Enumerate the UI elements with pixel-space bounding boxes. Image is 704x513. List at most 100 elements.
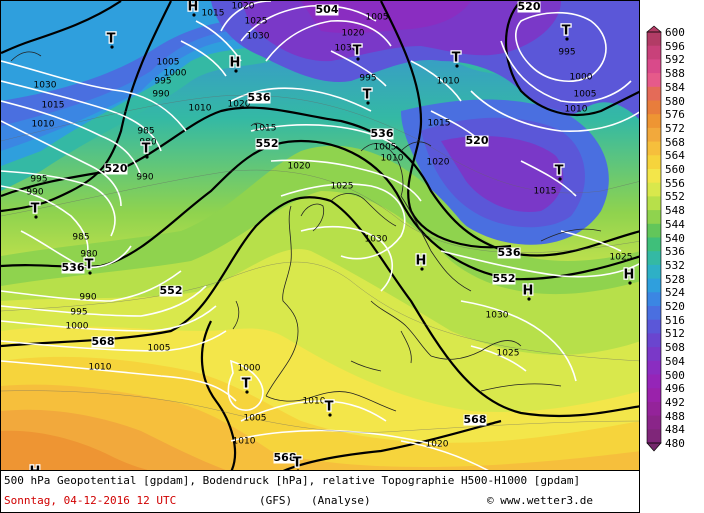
legend-label: 512 [665, 327, 685, 341]
legend-label: 532 [665, 258, 685, 272]
footer-info-line: Sonntag, 04-12-2016 12 UTC (GFS) (Analys… [4, 494, 634, 507]
geopotential-label: 520 [465, 134, 489, 147]
svg-text:995: 995 [359, 74, 376, 84]
isobar-label: 1030 [486, 311, 509, 321]
legend-swatch [647, 401, 661, 417]
svg-text:1030: 1030 [34, 81, 57, 91]
svg-text:552: 552 [160, 284, 183, 297]
low-pressure-center: T [323, 398, 335, 417]
svg-text:990: 990 [152, 90, 169, 100]
legend-label: 580 [665, 94, 685, 108]
legend-swatch [647, 264, 661, 280]
isobar-label: 995 [154, 77, 171, 87]
svg-text:T: T [107, 32, 116, 47]
svg-text:T: T [452, 51, 461, 66]
low-pressure-center: T [553, 162, 565, 181]
geopotential-label: 520 [517, 1, 541, 13]
legend-label: 592 [665, 53, 685, 67]
legend-swatch [647, 86, 661, 101]
svg-text:H: H [523, 284, 534, 299]
svg-text:1020: 1020 [427, 158, 450, 168]
svg-text:520: 520 [466, 134, 489, 147]
low-pressure-center: T [140, 140, 152, 159]
svg-text:T: T [353, 44, 362, 59]
copyright-link[interactable]: © www.wetter3.de [487, 494, 593, 507]
svg-text:1020: 1020 [232, 2, 255, 12]
height-labels: 504 520 536 552 536 520 520 536 552 536 552 568 568 5… [61, 1, 541, 464]
legend-label: 596 [665, 39, 685, 53]
legend-label: 584 [665, 80, 685, 94]
isobar-label: 1020 [426, 440, 449, 450]
legend-swatch [647, 32, 661, 47]
coastlines [10, 51, 602, 412]
isobar-label: 1025 [331, 182, 354, 192]
svg-text:980: 980 [80, 250, 97, 260]
high-pressure-center: H [622, 266, 636, 285]
isobar-label: 1020 [288, 162, 311, 172]
svg-text:990: 990 [79, 293, 96, 303]
low-pressure-center: T [450, 49, 462, 68]
svg-text:H: H [230, 56, 241, 71]
pressure-centers: T H H T T T T T T T H H H T T T T H [28, 1, 636, 472]
svg-text:568: 568 [92, 335, 115, 348]
geopotential-label: 536 [370, 127, 394, 140]
svg-text:1010: 1010 [89, 363, 112, 373]
svg-text:1025: 1025 [497, 349, 520, 359]
legend-label: 492 [665, 395, 685, 409]
svg-text:1020: 1020 [342, 29, 365, 39]
svg-text:1010: 1010 [32, 120, 55, 130]
isobar-label: 1005 [366, 13, 389, 23]
legend-swatch [647, 59, 661, 74]
isobar-label: 1005 [157, 58, 180, 68]
isobar-label: 995 [70, 308, 87, 318]
geopotential-label: 552 [492, 272, 516, 285]
svg-text:985: 985 [137, 127, 154, 137]
geopotential-label: 536 [61, 261, 85, 274]
legend-label: 480 [665, 437, 685, 450]
isobar-label: 1025 [497, 349, 520, 359]
isobar-label: 1025 [245, 17, 268, 27]
legend-swatch [647, 223, 661, 238]
isobar-label: 990 [26, 188, 43, 198]
low-pressure-center: T [83, 256, 95, 275]
isobar-label: 1000 [570, 73, 593, 83]
svg-text:1005: 1005 [374, 143, 397, 153]
high-pressure-center: H [186, 1, 200, 17]
isobar-label: 995 [558, 48, 575, 58]
geopotential-label: 504 [315, 3, 339, 16]
geopotential-label: 552 [255, 137, 279, 150]
isobar-label: 1010 [565, 105, 588, 115]
svg-text:T: T [325, 400, 334, 415]
geopotential-label: 568 [463, 413, 487, 426]
legend-swatch [647, 278, 661, 293]
svg-text:520: 520 [105, 162, 128, 175]
svg-text:1025: 1025 [331, 182, 354, 192]
model-name: (GFS) [259, 494, 293, 507]
isobars [1, 1, 639, 470]
isobar-label: 1005 [574, 90, 597, 100]
isobar-label: 1010 [233, 437, 256, 447]
legend-swatch [647, 429, 661, 444]
legend-label: 568 [665, 135, 685, 149]
svg-text:990: 990 [26, 188, 43, 198]
legend-label: 520 [665, 300, 685, 313]
isobar-label: 1005 [244, 414, 267, 424]
svg-text:1005: 1005 [157, 58, 180, 68]
legend-swatch [647, 210, 661, 225]
svg-text:536: 536 [371, 127, 394, 140]
isobar-label: 1020 [228, 100, 251, 110]
svg-text:T: T [242, 377, 251, 392]
svg-text:1005: 1005 [244, 414, 267, 424]
high-pressure-center: H [414, 252, 428, 271]
legend-swatch [647, 306, 661, 321]
svg-text:568: 568 [464, 413, 487, 426]
low-pressure-center: T [351, 42, 363, 61]
svg-text:H: H [30, 465, 41, 472]
legend-swatch [647, 127, 661, 143]
isobar-label: 1010 [189, 104, 212, 114]
svg-text:H: H [188, 1, 199, 15]
svg-text:995: 995 [154, 77, 171, 87]
legend-swatch [647, 388, 661, 403]
svg-text:536: 536 [62, 261, 85, 274]
isobar-label: 990 [136, 173, 153, 183]
